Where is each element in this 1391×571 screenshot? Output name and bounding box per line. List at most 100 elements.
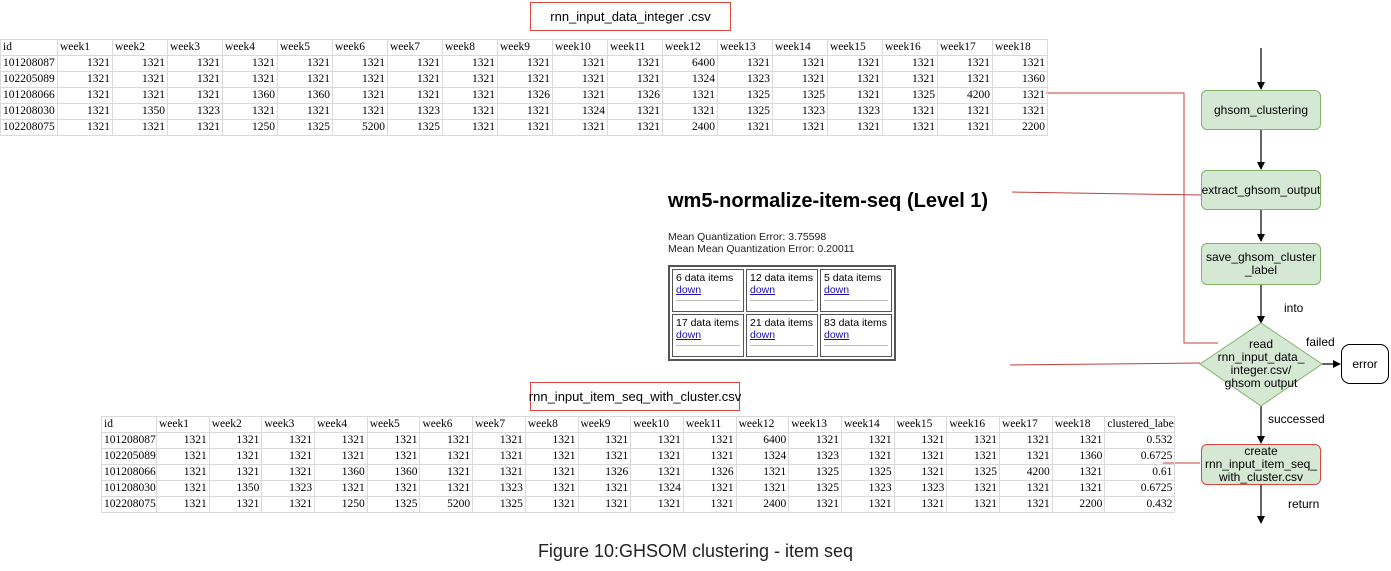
column-header: week18 bbox=[1051, 416, 1106, 433]
value-cell: 1321 bbox=[946, 496, 1000, 513]
value-cell: 1321 bbox=[882, 71, 938, 88]
ghsom-output-title: wm5-normalize-item-seq (Level 1) bbox=[668, 190, 989, 212]
value-cell: 1321 bbox=[882, 119, 938, 136]
value-cell: 1324 bbox=[662, 71, 718, 88]
clustered-data-table: id week1 week2 week3 week4 week5 week6 week7 wee… bbox=[101, 416, 1176, 513]
mean-quantization-error: Mean Quantization Error: 3.75598 bbox=[668, 231, 827, 243]
table-header-row: id week1 week2 week3 week4 week5 week6 week7 wee… bbox=[0, 39, 1048, 56]
down-link[interactable]: down bbox=[676, 329, 702, 341]
node-label: with_cluster.csv bbox=[1218, 470, 1304, 484]
value-cell: 1321 bbox=[332, 103, 388, 120]
value-cell: 1321 bbox=[332, 71, 388, 88]
value-cell: 0.61 bbox=[1104, 464, 1176, 481]
value-cell: 1321 bbox=[156, 480, 210, 497]
value-cell: 1321 bbox=[552, 55, 608, 72]
value-cell: 1360 bbox=[366, 464, 421, 481]
value-cell: 1321 bbox=[840, 448, 895, 465]
value-cell: 1321 bbox=[314, 448, 368, 465]
value-cell: 1321 bbox=[788, 432, 842, 449]
value-cell: 1321 bbox=[156, 496, 210, 513]
value-cell: 1360 bbox=[1051, 448, 1106, 465]
value-cell: 1325 bbox=[788, 464, 842, 481]
value-cell: 1321 bbox=[112, 87, 168, 104]
map-cell: 12 data items down bbox=[746, 269, 818, 312]
column-header: week8 bbox=[524, 416, 579, 433]
value-cell: 1321 bbox=[314, 432, 368, 449]
value-cell: 1321 bbox=[552, 87, 608, 104]
cell-count: 6 data items bbox=[676, 272, 734, 284]
value-cell: 1321 bbox=[314, 480, 368, 497]
value-cell: 1321 bbox=[999, 496, 1053, 513]
figure-caption: Figure 10:GHSOM clustering - item seq bbox=[537, 541, 854, 561]
column-header: week3 bbox=[167, 39, 223, 56]
ghsom-clustering-node: ghsom_clustering bbox=[1201, 90, 1321, 130]
value-cell: 1321 bbox=[366, 480, 421, 497]
column-header: week7 bbox=[472, 416, 526, 433]
value-cell: 1321 bbox=[772, 119, 828, 136]
value-cell: 1321 bbox=[607, 119, 663, 136]
down-link[interactable]: down bbox=[824, 329, 850, 341]
edge-label-into: into bbox=[1284, 301, 1304, 315]
column-header: week10 bbox=[552, 39, 608, 56]
value-cell: 1323 bbox=[472, 480, 526, 497]
map-cell: 17 data items down bbox=[672, 314, 744, 357]
value-cell: 1321 bbox=[208, 448, 263, 465]
value-cell: 1321 bbox=[387, 87, 443, 104]
value-cell: 1321 bbox=[167, 87, 223, 104]
value-cell: 1321 bbox=[882, 55, 938, 72]
id-cell: 101208087 bbox=[0, 55, 58, 72]
value-cell: 1321 bbox=[946, 480, 1000, 497]
value-cell: 0.532 bbox=[1104, 432, 1176, 449]
value-cell: 1321 bbox=[497, 71, 553, 88]
down-link[interactable]: down bbox=[750, 284, 776, 296]
down-link[interactable]: down bbox=[824, 284, 850, 296]
edge-label-return: return bbox=[1288, 497, 1320, 511]
table-row: 102208075 1321 1321 1321 1250 1325 5200 1325 132… bbox=[101, 496, 1176, 513]
save-ghsom-cluster-label-node: save_ghsom_cluster _label bbox=[1201, 243, 1321, 285]
column-header: week9 bbox=[577, 416, 632, 433]
value-cell: 1321 bbox=[893, 448, 948, 465]
value-cell: 1325 bbox=[946, 464, 1000, 481]
column-header: week2 bbox=[208, 416, 263, 433]
value-cell: 1321 bbox=[552, 119, 608, 136]
value-cell: 1321 bbox=[57, 87, 113, 104]
column-header: week3 bbox=[261, 416, 316, 433]
value-cell: 5200 bbox=[419, 496, 474, 513]
column-header: week16 bbox=[882, 39, 938, 56]
error-terminal: error bbox=[1341, 344, 1389, 384]
value-cell: 1321 bbox=[937, 55, 993, 72]
value-cell: 1350 bbox=[112, 103, 168, 120]
decision-diamond-shape bbox=[1199, 322, 1323, 407]
value-cell: 1325 bbox=[717, 87, 773, 104]
value-cell: 1321 bbox=[630, 448, 684, 465]
value-cell: 1321 bbox=[261, 448, 316, 465]
value-cell: 1325 bbox=[788, 480, 842, 497]
value-cell: 1321 bbox=[630, 432, 684, 449]
column-header: week1 bbox=[57, 39, 113, 56]
table-header-row: id week1 week2 week3 week4 week5 week6 week7 wee… bbox=[101, 416, 1176, 433]
value-cell: 1321 bbox=[222, 103, 278, 120]
value-cell: 1321 bbox=[112, 55, 168, 72]
down-link[interactable]: down bbox=[750, 329, 776, 341]
value-cell: 1321 bbox=[442, 119, 498, 136]
value-cell: 1321 bbox=[607, 55, 663, 72]
value-cell: 1321 bbox=[57, 55, 113, 72]
value-cell: 1321 bbox=[112, 119, 168, 136]
down-link[interactable]: down bbox=[676, 284, 702, 296]
node-label: extract_ghsom_output bbox=[1201, 182, 1321, 197]
value-cell: 1321 bbox=[772, 55, 828, 72]
value-cell: 1321 bbox=[788, 496, 842, 513]
value-cell: 1321 bbox=[893, 464, 948, 481]
value-cell: 1321 bbox=[208, 464, 263, 481]
value-cell: 1321 bbox=[387, 55, 443, 72]
value-cell: 1321 bbox=[524, 448, 579, 465]
value-cell: 1321 bbox=[682, 448, 737, 465]
value-cell: 1321 bbox=[630, 464, 684, 481]
value-cell: 1321 bbox=[442, 71, 498, 88]
value-cell: 1321 bbox=[577, 496, 632, 513]
column-header: week9 bbox=[497, 39, 553, 56]
value-cell: 5200 bbox=[332, 119, 388, 136]
id-cell: 102208075 bbox=[101, 496, 157, 513]
edge-label-failed: failed bbox=[1306, 335, 1335, 349]
value-cell: 2400 bbox=[735, 496, 790, 513]
